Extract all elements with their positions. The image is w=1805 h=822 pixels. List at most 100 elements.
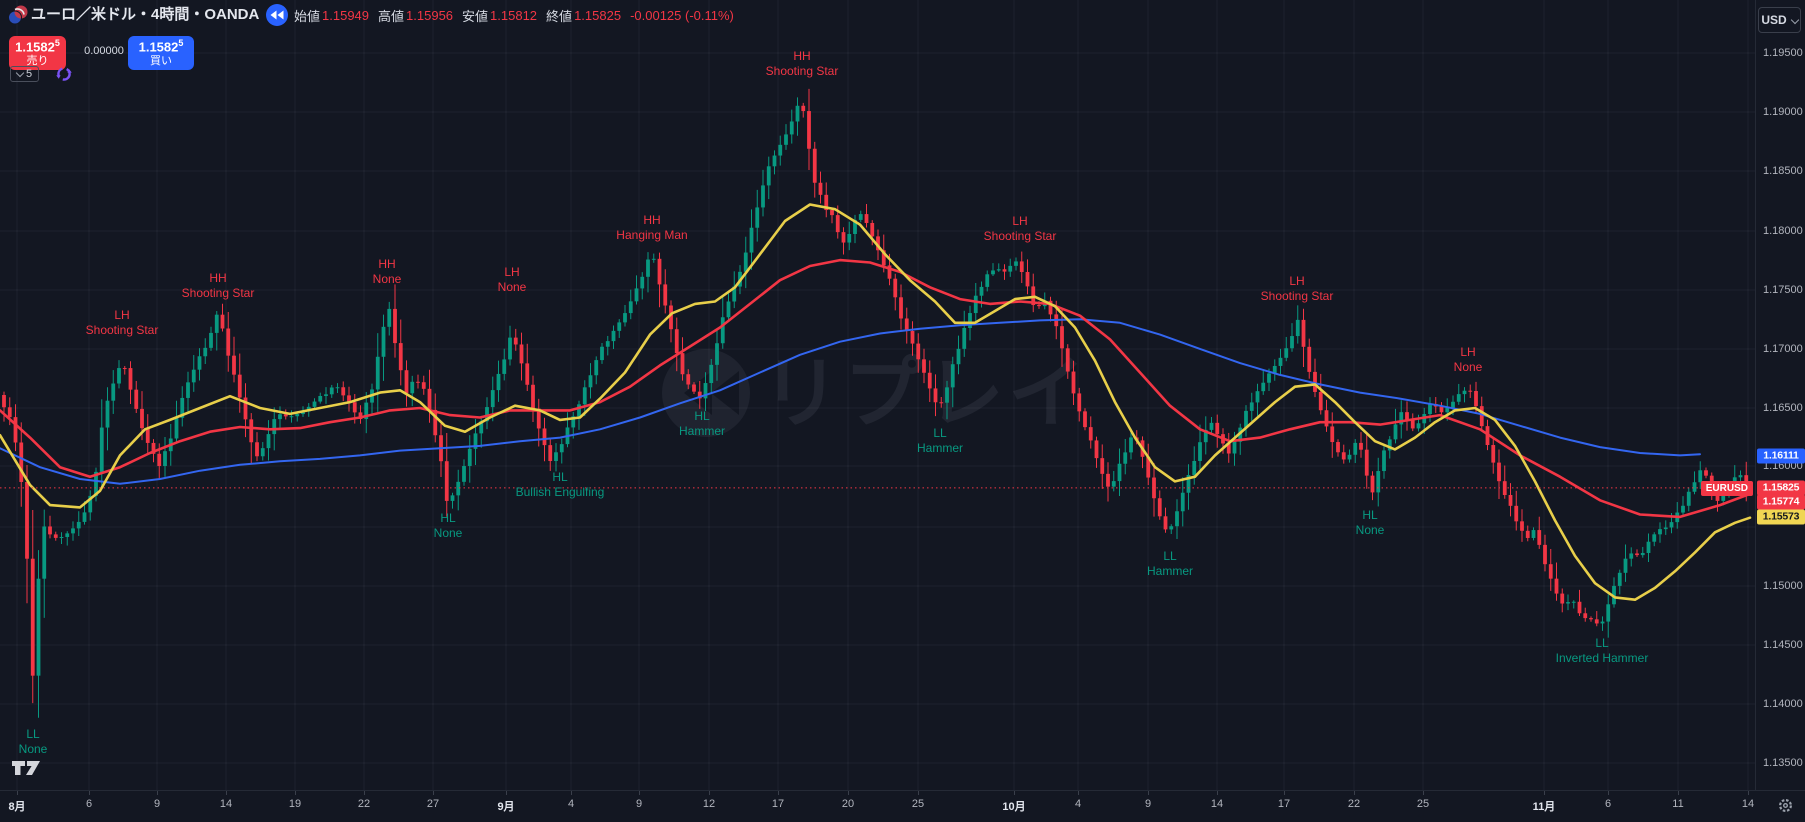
price-axis-label: 1.14500 xyxy=(1763,639,1803,651)
symbol-title[interactable]: ユーロ／米ドル・4時間・OANDA xyxy=(31,6,260,23)
price-badge-ma-slow: 1.16111 xyxy=(1757,448,1805,464)
time-axis-label: 17 xyxy=(1277,798,1291,810)
time-axis-tick xyxy=(295,791,296,795)
low-value: 1.15812 xyxy=(490,7,538,23)
ohlc-readout: 始値 1.15949 高値 1.15956 安値 1.15812 終値 1.15… xyxy=(294,0,734,30)
pattern-annotation-hh-shooting-star: HH Shooting Star xyxy=(181,271,255,300)
time-axis-label: 11月 xyxy=(1532,801,1556,813)
pattern-annotation-ll-none: LL None xyxy=(18,727,48,756)
pattern-annotation-hh-hanging-man: HH Hanging Man xyxy=(616,213,688,242)
time-axis-label: 4 xyxy=(1074,798,1082,810)
price-axis-label: 1.18500 xyxy=(1763,165,1803,177)
time-axis-tick xyxy=(1217,791,1218,795)
open-value: 1.15949 xyxy=(322,7,370,23)
time-axis-tick xyxy=(918,791,919,795)
pattern-annotation-ll-inverted-hammer: LL Inverted Hammer xyxy=(1555,636,1649,665)
price-axis-label: 1.15000 xyxy=(1763,580,1803,592)
price-axis-label: 1.17500 xyxy=(1763,284,1803,296)
price-axis-label: 1.13500 xyxy=(1763,757,1803,769)
time-axis-tick xyxy=(433,791,434,795)
time-axis-label: 22 xyxy=(1347,798,1361,810)
axis-settings-gear-icon[interactable] xyxy=(1777,797,1794,814)
chevron-down-icon xyxy=(15,68,25,77)
time-axis-tick xyxy=(639,791,640,795)
price-axis-label: 1.18000 xyxy=(1763,225,1803,237)
currency-value: USD xyxy=(1761,13,1787,27)
time-axis-tick xyxy=(1078,791,1079,795)
time-axis-label: 11 xyxy=(1672,798,1684,810)
time-axis-tick xyxy=(778,791,779,795)
high-label: 高値 xyxy=(378,8,405,24)
replay-sync-icon[interactable] xyxy=(55,65,73,83)
high-value: 1.15956 xyxy=(406,7,454,23)
price-axis-label: 1.19000 xyxy=(1763,106,1803,118)
candles xyxy=(2,88,1749,718)
pattern-annotation-hl-none: HL None xyxy=(1355,508,1385,537)
pattern-annotation-ll-hammer: LL Hammer xyxy=(916,426,964,455)
time-axis-tick xyxy=(1544,791,1545,795)
time-axis-tick xyxy=(226,791,227,795)
replay-bar-count-selector[interactable]: 5 xyxy=(10,66,39,82)
time-axis-tick xyxy=(1284,791,1285,795)
chart-canvas[interactable]: リプレイ LH Shooting Star HH Shooting Star HH Non… xyxy=(0,0,1755,790)
time-axis-tick xyxy=(89,791,90,795)
chevron-down-icon xyxy=(1790,15,1799,24)
time-axis-tick xyxy=(709,791,710,795)
grid-lines xyxy=(0,0,1755,790)
time-axis-label: 14 xyxy=(1741,798,1755,810)
candlestick-chart[interactable]: リプレイ xyxy=(0,0,1755,790)
time-axis-label: 4 xyxy=(567,798,575,810)
pattern-annotation-ll-hammer: LL Hammer xyxy=(1146,549,1194,578)
time-axis-label: 17 xyxy=(771,798,785,810)
time-axis-tick xyxy=(1748,791,1749,795)
sell-price: 1.15825 xyxy=(15,37,60,54)
time-axis-tick xyxy=(506,791,507,795)
time-axis-label: 12 xyxy=(702,798,716,810)
tradingview-logo[interactable] xyxy=(11,758,45,778)
sell-button[interactable]: 1.15825 売り xyxy=(9,36,66,70)
time-axis[interactable]: 8月 6 9 14 19 22 27 9月 4 9 12 17 20 25 10月 4 9 14 17 22 25 11月… xyxy=(0,790,1805,822)
time-axis-label: 6 xyxy=(1604,798,1612,810)
time-axis-label: 14 xyxy=(219,798,233,810)
buy-label: 買い xyxy=(150,55,172,68)
low-label: 安値 xyxy=(462,8,489,24)
buy-button[interactable]: 1.15825 買い xyxy=(128,36,194,70)
time-axis-label: 9月 xyxy=(497,801,515,813)
symbol-price-tag: EURUSD xyxy=(1700,480,1753,496)
time-axis-label: 20 xyxy=(841,798,855,810)
time-axis-tick xyxy=(848,791,849,795)
pattern-annotation-lh-shooting-star: LH Shooting Star xyxy=(983,214,1057,243)
replay-watermark-text: リプレイ xyxy=(762,349,1090,437)
ma-line-mid-red xyxy=(0,258,1752,519)
replay-bar-count: 5 xyxy=(25,68,33,80)
price-badge-ma-mid: 1.15774 xyxy=(1757,494,1805,510)
price-axis[interactable]: 1.19500 1.19000 1.18500 1.18000 1.17500 1.170… xyxy=(1755,0,1805,790)
time-axis-tick xyxy=(571,791,572,795)
pattern-annotation-hl-hammer: HL Hammer xyxy=(678,409,726,438)
time-axis-label: 14 xyxy=(1210,798,1224,810)
currency-selector[interactable]: USD xyxy=(1758,7,1801,33)
sell-label: 売り xyxy=(26,55,49,68)
time-axis-label: 9 xyxy=(1144,798,1152,810)
time-axis-label: 22 xyxy=(357,798,371,810)
time-axis-tick xyxy=(364,791,365,795)
ma-line-slow-blue xyxy=(0,318,1701,485)
time-axis-tick xyxy=(1423,791,1424,795)
time-axis-label: 6 xyxy=(85,798,93,810)
buy-price: 1.15825 xyxy=(138,37,184,54)
pattern-annotation-lh-shooting-star: LH Shooting Star xyxy=(85,308,159,337)
replay-rewind-button[interactable] xyxy=(266,4,288,26)
time-axis-label: 19 xyxy=(288,798,302,810)
replay-watermark: リプレイ xyxy=(662,349,1090,437)
pattern-annotation-hh-shooting-star: HH Shooting Star xyxy=(765,49,839,78)
fast-rewind-icon xyxy=(270,10,284,20)
time-axis-tick xyxy=(1014,791,1015,795)
price-axis-label: 1.19500 xyxy=(1763,47,1803,59)
time-axis-tick xyxy=(1354,791,1355,795)
time-axis-label: 25 xyxy=(911,798,925,810)
time-axis-label: 27 xyxy=(426,798,440,810)
open-label: 始値 xyxy=(294,8,321,24)
pattern-annotation-hh-none: HH None xyxy=(372,257,402,286)
pattern-annotation-hl-bullish-engulfing: HL Bullish Engulfing xyxy=(515,470,605,499)
time-axis-tick xyxy=(1678,791,1679,795)
